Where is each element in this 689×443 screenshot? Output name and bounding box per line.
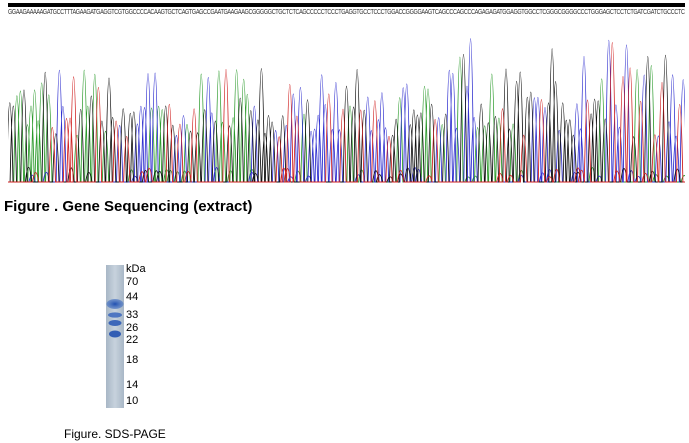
gel-band-tertiary (108, 320, 122, 326)
quality-bar (8, 3, 685, 7)
marker-10: 10 (126, 395, 139, 407)
trace-G (8, 48, 685, 183)
sds-page-gel-lane (106, 265, 124, 408)
figure-caption-sequencing: Figure . Gene Sequencing (extract) (4, 198, 253, 215)
gel-band-secondary (108, 312, 122, 318)
figure-caption-sds-page: Figure. SDS-PAGE (64, 427, 166, 441)
marker-44: 44 (126, 291, 139, 303)
kda-unit-label: kDa (126, 263, 146, 275)
marker-18: 18 (126, 354, 139, 366)
sequence-text: GGAAGAAAAAGATGCCTTTAGAAGATGAGGTCGTGGCCCC… (8, 9, 685, 16)
gel-band-main (106, 299, 124, 309)
marker-14: 14 (126, 379, 139, 391)
marker-33: 33 (126, 309, 139, 321)
gel-band-lower (109, 330, 121, 338)
trace-T (8, 42, 685, 183)
marker-70: 70 (126, 276, 139, 288)
molecular-weight-markers: kDa 70 44 33 26 22 18 14 10 (126, 263, 166, 413)
chromatogram-trace (8, 38, 685, 183)
marker-22: 22 (126, 334, 139, 346)
marker-26: 26 (126, 322, 139, 334)
trace-C (8, 38, 685, 183)
